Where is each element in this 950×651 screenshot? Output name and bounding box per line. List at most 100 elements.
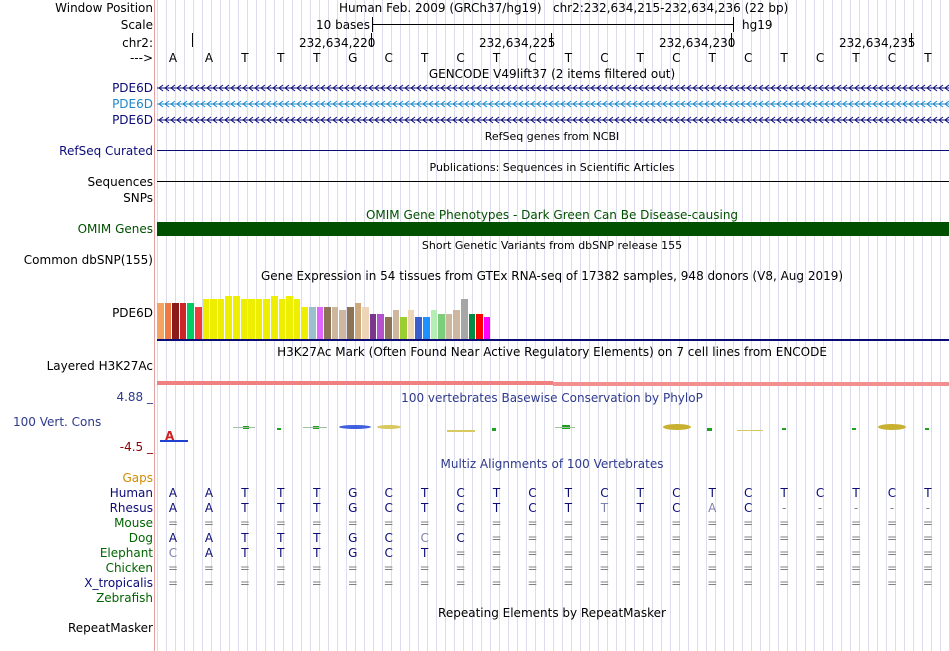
gtex-tissue-bar[interactable] xyxy=(248,299,255,339)
gtex-tissue-bar[interactable] xyxy=(179,303,187,339)
sequences-line[interactable] xyxy=(157,181,949,182)
h3k27ac-label[interactable]: Layered H3K27Ac xyxy=(46,359,153,373)
alignment-base: T xyxy=(600,501,609,515)
repeatmasker-label[interactable]: RepeatMasker xyxy=(67,621,153,635)
strand-arrow-label[interactable]: ---> xyxy=(129,51,153,65)
gtex-tissue-bar[interactable] xyxy=(316,306,324,339)
gtex-tissue-bar[interactable] xyxy=(362,306,369,339)
gtex-tissue-bar[interactable] xyxy=(385,317,392,339)
gtex-tissue-bar[interactable] xyxy=(255,299,263,339)
h3k27ac-signal[interactable] xyxy=(157,381,553,385)
gtex-tissue-bar[interactable] xyxy=(240,299,248,339)
sequences-label[interactable]: Sequences xyxy=(87,175,153,189)
gtex-tissue-bar[interactable] xyxy=(263,299,270,339)
grid-line xyxy=(769,0,770,651)
grid-line xyxy=(823,0,824,651)
alignment-base: = xyxy=(815,546,826,560)
gene-model-pde6d[interactable] xyxy=(157,99,949,109)
gtex-tissue-bar[interactable] xyxy=(195,306,202,339)
gene-label-pde6d[interactable]: PDE6D xyxy=(112,97,153,111)
gtex-gene-label[interactable]: PDE6D xyxy=(112,306,153,320)
species-label[interactable]: X_tropicalis xyxy=(84,576,153,590)
gene-label-pde6d[interactable]: PDE6D xyxy=(112,113,153,127)
gtex-tissue-bar[interactable] xyxy=(445,313,453,339)
alignment-base: = xyxy=(886,531,898,545)
h3k27ac-signal[interactable] xyxy=(553,382,949,386)
phylop-label[interactable]: 100 Vert. Cons xyxy=(13,415,102,429)
gtex-tissue-bar[interactable] xyxy=(339,310,346,339)
gtex-tissue-bar[interactable] xyxy=(468,313,476,339)
gtex-tissue-bar[interactable] xyxy=(377,313,384,339)
alignment-base: = xyxy=(743,531,754,545)
grid-line xyxy=(526,0,527,651)
gene-model-pde6d[interactable] xyxy=(157,115,949,125)
gtex-tissue-bar[interactable] xyxy=(400,317,407,339)
refseq-label[interactable]: RefSeq Curated xyxy=(59,144,153,158)
gtex-tissue-bar[interactable] xyxy=(187,303,194,339)
gtex-tissue-bar[interactable] xyxy=(415,317,422,339)
species-label[interactable]: Chicken xyxy=(105,561,153,575)
alignment-base: = xyxy=(851,561,862,575)
gtex-bar-chart[interactable] xyxy=(157,284,557,339)
gene-model-pde6d[interactable] xyxy=(157,83,949,93)
gtex-tissue-bar[interactable] xyxy=(286,295,293,339)
refseq-gene-line[interactable] xyxy=(157,150,949,151)
alignment-base: T xyxy=(636,486,645,500)
grid-line xyxy=(688,0,689,651)
grid-line xyxy=(922,0,923,651)
gtex-tissue-bar[interactable] xyxy=(331,306,339,339)
alignment-base: = xyxy=(922,576,933,590)
snps-label[interactable]: SNPs xyxy=(123,191,153,205)
alignment-base: - xyxy=(889,501,895,515)
grid-line xyxy=(517,0,518,651)
gtex-tissue-bar[interactable] xyxy=(202,299,210,339)
gtex-tissue-bar[interactable] xyxy=(438,313,445,339)
gtex-tissue-bar[interactable] xyxy=(476,313,483,339)
phylop-c-mark xyxy=(160,440,188,442)
gtex-tissue-bar[interactable] xyxy=(461,299,468,339)
omim-label[interactable]: OMIM Genes xyxy=(77,222,153,236)
gtex-tissue-bar[interactable] xyxy=(278,299,286,339)
gtex-tissue-bar[interactable] xyxy=(423,317,430,339)
gtex-tissue-bar[interactable] xyxy=(309,306,316,339)
gtex-tissue-bar[interactable] xyxy=(225,295,232,339)
species-label[interactable]: Rhesus xyxy=(109,501,153,515)
gtex-tissue-bar[interactable] xyxy=(301,306,308,339)
gtex-tissue-bar[interactable] xyxy=(324,306,331,339)
alignment-base: C xyxy=(528,486,537,500)
gaps-label[interactable]: Gaps xyxy=(122,471,153,485)
gtex-tissue-bar[interactable] xyxy=(483,317,491,339)
species-label[interactable]: Dog xyxy=(128,531,153,545)
gene-label-pde6d[interactable]: PDE6D xyxy=(112,81,153,95)
omim-track-title: OMIM Gene Phenotypes - Dark Green Can Be… xyxy=(365,208,739,222)
position-text: chr2:232,634,215-232,634,236 (22 bp) xyxy=(552,1,789,15)
gtex-tissue-bar[interactable] xyxy=(293,299,301,339)
scale-bar-end xyxy=(733,17,734,32)
gtex-tissue-bar[interactable] xyxy=(354,303,362,339)
alignment-base: = xyxy=(671,546,682,560)
phylop-logo[interactable]: A xyxy=(157,418,949,446)
gtex-tissue-bar[interactable] xyxy=(164,303,172,339)
gtex-tissue-bar[interactable] xyxy=(217,299,225,339)
gtex-tissue-bar[interactable] xyxy=(392,310,400,339)
species-label[interactable]: Zebrafish xyxy=(96,591,153,605)
gtex-tissue-bar[interactable] xyxy=(407,310,415,339)
gtex-tissue-bar[interactable] xyxy=(210,299,217,339)
gtex-tissue-bar[interactable] xyxy=(430,310,438,339)
species-label[interactable]: Elephant xyxy=(99,546,153,560)
species-label[interactable]: Human xyxy=(109,486,153,500)
species-label[interactable]: Mouse xyxy=(114,516,153,530)
gtex-tissue-bar[interactable] xyxy=(369,313,377,339)
coord-tick xyxy=(551,33,552,47)
omim-gene-bar[interactable] xyxy=(157,222,949,236)
gtex-tissue-bar[interactable] xyxy=(233,295,240,339)
alignment-base: = xyxy=(203,561,214,575)
gtex-tissue-bar[interactable] xyxy=(271,295,278,339)
gtex-tissue-bar[interactable] xyxy=(172,303,179,339)
gtex-tissue-bar[interactable] xyxy=(347,306,354,339)
gtex-tissue-bar[interactable] xyxy=(157,303,164,339)
dbsnp-label[interactable]: Common dbSNP(155) xyxy=(23,253,153,267)
alignment-base: T xyxy=(241,486,249,500)
gtex-tissue-bar[interactable] xyxy=(453,310,460,339)
